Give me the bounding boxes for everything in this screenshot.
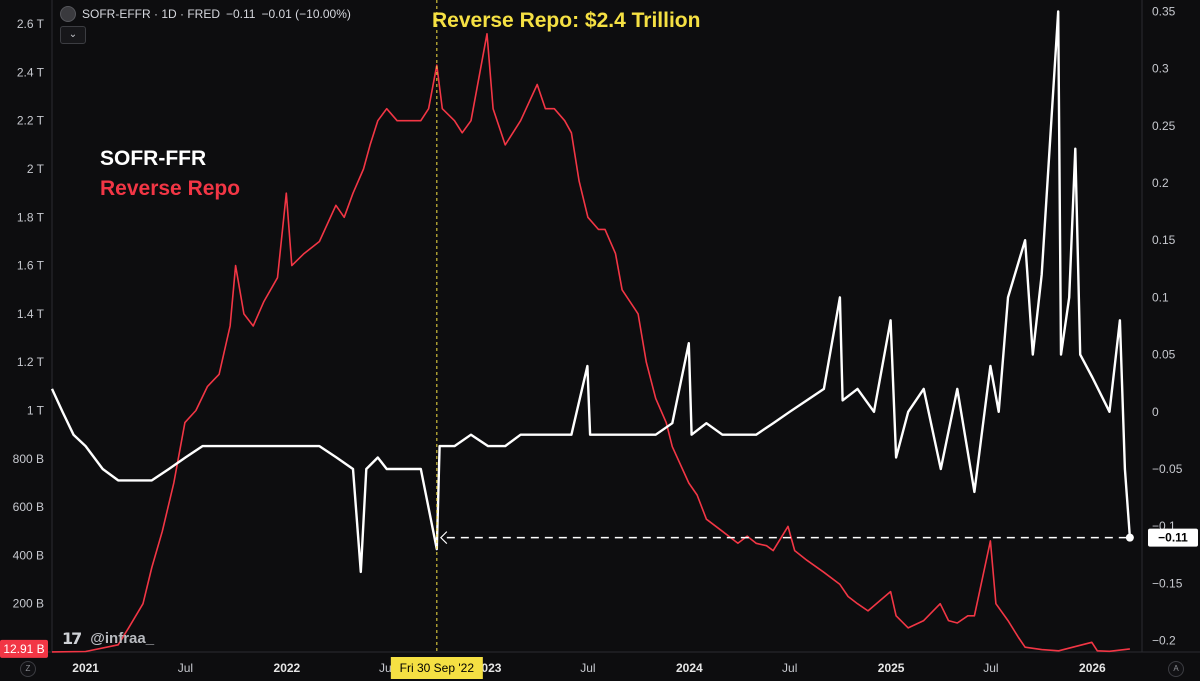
- legend-reverse-repo: Reverse Repo: [100, 177, 241, 200]
- crosshair-date-badge: Fri 30 Sep '22: [390, 657, 483, 679]
- crosshair-date-bg: [390, 657, 483, 679]
- right-axis-tick-label: 0.2: [1152, 176, 1169, 190]
- symbol-name[interactable]: SOFR-EFFR · 1D · FRED: [82, 7, 220, 21]
- right-axis-tick-label: −0.15: [1152, 576, 1183, 590]
- right-axis-tick-label: 0: [1152, 405, 1159, 419]
- right-axis-tick-label: 0.05: [1152, 348, 1176, 362]
- right-axis-tick-label: 0.25: [1152, 119, 1176, 133]
- tradingview-logo-icon: 17: [62, 629, 82, 648]
- last-point-marker: [1125, 533, 1134, 542]
- right-last-value-bg: [1148, 528, 1198, 547]
- right-axis-tick-label: 0.35: [1152, 4, 1176, 18]
- last-value: −0.11: [226, 7, 256, 21]
- x-axis-tick-label: Jul: [782, 661, 797, 675]
- zoom-toggle-button[interactable]: Z: [20, 661, 36, 677]
- crosshair-date-label: Fri 30 Sep '22: [400, 661, 475, 675]
- right-axis-tick-label: 0.15: [1152, 233, 1176, 247]
- right-last-value-badge: −0.11: [1148, 528, 1198, 547]
- legend-sofr-ffr: SOFR-FFR: [100, 147, 207, 170]
- series-header: SOFR-EFFR · 1D · FRED −0.11 −0.01 (−10.0…: [60, 4, 351, 24]
- left-axis-tick-label: 2.4 T: [17, 65, 45, 79]
- series-line-reverse-repo: [51, 32, 1130, 653]
- left-last-value-badge: 12.91 B: [0, 639, 48, 658]
- watermark: 17 @infraa_: [62, 629, 154, 648]
- right-axis-tick-label: 0.1: [1152, 290, 1169, 304]
- left-axis-tick-label: 2.6 T: [17, 17, 45, 31]
- left-axis-tick-label: 200 B: [13, 597, 44, 611]
- x-axis-tick-label: Jul: [983, 661, 998, 675]
- left-last-value-label: 12.91 B: [3, 642, 44, 656]
- x-axis-tick-label: 2024: [676, 661, 703, 675]
- left-last-value-bg: [0, 639, 48, 658]
- symbol-logo-icon: [60, 6, 76, 22]
- right-axis-tick-label: −0.2: [1152, 634, 1176, 648]
- left-axis-tick-label: 1 T: [27, 404, 45, 418]
- left-axis-tick-label: 1.6 T: [17, 259, 45, 273]
- left-axis-tick-label: 1.2 T: [17, 355, 45, 369]
- right-axis-tick-label: −0.05: [1152, 462, 1183, 476]
- left-axis-tick-label: 1.8 T: [17, 210, 45, 224]
- right-axis-tick-label: 0.3: [1152, 62, 1169, 76]
- left-axis-tick-label: 400 B: [13, 548, 44, 562]
- chevron-down-icon[interactable]: ⌄: [60, 26, 86, 44]
- left-axis-tick-label: 1.4 T: [17, 307, 45, 321]
- series-line-sofr-ffr: [50, 10, 1132, 574]
- left-axis-tick-label: 2 T: [27, 162, 45, 176]
- author-handle: @infraa_: [90, 630, 155, 647]
- x-axis-tick-label: 2021: [72, 661, 99, 675]
- auto-scale-button[interactable]: A: [1168, 661, 1184, 677]
- x-axis-tick-label: Jul: [379, 661, 394, 675]
- x-axis-tick-label: 2022: [274, 661, 301, 675]
- left-axis-tick-label: 2.2 T: [17, 114, 45, 128]
- right-last-value-label: −0.11: [1158, 531, 1188, 545]
- left-axis-tick-label: 800 B: [13, 452, 44, 466]
- x-axis-tick-label: 2025: [878, 661, 905, 675]
- arrow-left-icon: [439, 531, 448, 545]
- change-value: −0.01 (−10.00%): [261, 7, 351, 21]
- annotation-title: Reverse Repo: $2.4 Trillion: [432, 9, 701, 32]
- x-axis-tick-label: Jul: [178, 661, 193, 675]
- x-axis-tick-label: Jul: [580, 661, 595, 675]
- x-axis-tick-label: 2026: [1079, 661, 1106, 675]
- left-axis-tick-label: 600 B: [13, 500, 44, 514]
